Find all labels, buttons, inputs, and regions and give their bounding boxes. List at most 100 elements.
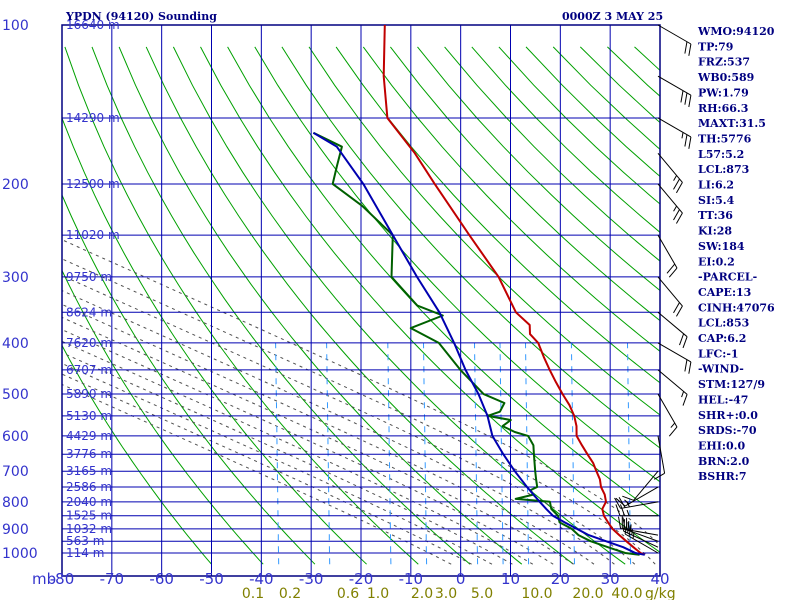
stability-index-line: SI:5.4 bbox=[698, 194, 735, 207]
height-label: 114 m bbox=[66, 546, 104, 560]
wind-barb-flag bbox=[673, 209, 680, 221]
wind-barb-flag bbox=[615, 497, 626, 507]
wind-barb-flag bbox=[684, 134, 688, 147]
temperature-profile bbox=[382, 25, 646, 556]
mixing-ratio-line bbox=[423, 342, 428, 565]
height-label: 1032 m bbox=[66, 522, 112, 536]
wind-barb-flag bbox=[673, 175, 677, 181]
wind-barb-flag bbox=[622, 517, 626, 530]
height-label: 3165 m bbox=[66, 464, 112, 478]
stability-index-line: SRDS:-70 bbox=[698, 424, 757, 437]
wind-barb-shaft bbox=[657, 342, 692, 363]
temperature-tick-label: -50 bbox=[199, 570, 224, 588]
moist-adiabat-line bbox=[62, 290, 615, 565]
wind-barb-flag bbox=[619, 504, 626, 516]
mixing-ratio-tick-label: 0.6 bbox=[337, 586, 359, 600]
pressure-tick-label: 900 bbox=[2, 522, 29, 538]
wind-barb-flag bbox=[618, 516, 622, 529]
pressure-tick-label: 800 bbox=[2, 495, 29, 511]
moist-adiabat-line bbox=[62, 362, 493, 565]
wind-barb-shaft bbox=[620, 528, 659, 536]
wind-barb-flag bbox=[682, 336, 688, 349]
stability-indices: WMO:94120 TP:79 FRZ:537 WB0:589 PW:1.79 RH:66… bbox=[697, 25, 775, 483]
moist-adiabat-line bbox=[62, 316, 574, 565]
wind-barb-flag bbox=[675, 182, 683, 194]
height-label: 563 m bbox=[66, 534, 104, 548]
wind-barb bbox=[618, 516, 659, 536]
mixing-ratio-line bbox=[326, 342, 331, 565]
wind-barb-shaft bbox=[657, 75, 692, 96]
mixing-ratio-tick-label: 20.0 bbox=[572, 586, 603, 600]
stability-index-line: TH:5776 bbox=[698, 132, 752, 145]
wind-barb-flag bbox=[670, 422, 676, 428]
dry-adiabat-line bbox=[62, 193, 316, 565]
stability-index-line: CAP:6.2 bbox=[698, 332, 746, 345]
wind-barb-shaft bbox=[657, 24, 692, 45]
stability-index-line: LCL:853 bbox=[698, 317, 749, 330]
pressure-unit-label: mb bbox=[32, 570, 56, 588]
temperature-tick-label: 30 bbox=[601, 570, 620, 588]
moist-adiabat-line bbox=[62, 340, 534, 565]
stability-index-line: LCL:873 bbox=[698, 163, 749, 176]
wind-barb-flag bbox=[680, 90, 684, 103]
temperature-tick-label: -80 bbox=[50, 570, 75, 588]
wind-barb-shaft bbox=[657, 276, 683, 307]
wind-barb-shaft bbox=[657, 153, 683, 183]
dry-adiabat-line bbox=[335, 46, 660, 384]
wind-barb-shaft bbox=[624, 533, 659, 554]
dry-adiabat-line bbox=[281, 46, 660, 449]
dry-adiabat-line bbox=[362, 46, 660, 352]
profile-lines bbox=[312, 25, 646, 556]
height-label: 2040 m bbox=[66, 495, 112, 509]
temperature-tick-label: -60 bbox=[149, 570, 174, 588]
dry-adiabat-line bbox=[172, 46, 626, 565]
mixing-ratio-line bbox=[499, 342, 504, 565]
wind-barb-flag bbox=[688, 95, 692, 108]
chart-time: 0000Z 3 MAY 25 bbox=[562, 10, 663, 23]
wind-barb-flag bbox=[682, 394, 688, 406]
height-label: 5890 m bbox=[66, 387, 112, 401]
pressure-tick-label: 500 bbox=[2, 387, 29, 403]
stability-index-line: LI:6.2 bbox=[698, 179, 734, 192]
height-label: 2586 m bbox=[66, 480, 112, 494]
height-label: 14290 m bbox=[66, 111, 120, 125]
wind-barb-shaft bbox=[657, 435, 666, 474]
height-label: 1525 m bbox=[66, 509, 112, 523]
wind-barb-shaft bbox=[623, 530, 659, 548]
height-label: 3776 m bbox=[66, 447, 112, 461]
height-label: 9750 m bbox=[66, 270, 112, 284]
wind-barb-flag bbox=[679, 333, 685, 346]
mixing-ratio-line bbox=[275, 342, 280, 565]
stability-index-line: -WIND- bbox=[698, 363, 744, 376]
wind-barb-flag bbox=[624, 499, 630, 505]
wind-barb bbox=[657, 342, 692, 374]
stability-index-line: EI:0.2 bbox=[698, 255, 735, 268]
wind-barb-flag bbox=[618, 496, 626, 508]
wind-barb bbox=[657, 153, 683, 194]
wind-barb-flag bbox=[622, 495, 634, 501]
wind-barb-flag bbox=[675, 305, 683, 317]
wind-barb-flag bbox=[627, 521, 630, 534]
pressure-tick-label: 700 bbox=[2, 464, 29, 480]
moist-adiabat-line bbox=[62, 383, 452, 565]
dewpoint-profile bbox=[312, 131, 640, 556]
parcel-profile bbox=[312, 131, 645, 556]
wind-barb-shaft bbox=[657, 369, 688, 395]
pressure-tick-label: 100 bbox=[2, 18, 29, 34]
wind-barb-shaft bbox=[657, 311, 688, 338]
wind-barb-flag bbox=[673, 178, 680, 190]
wind-barb-flag bbox=[673, 302, 680, 314]
temperature-tick-label: -40 bbox=[249, 570, 274, 588]
temperature-tick-label: 40 bbox=[650, 570, 669, 588]
wind-barb bbox=[653, 435, 666, 480]
stability-index-line: RH:66.3 bbox=[698, 102, 748, 115]
wind-barb-flag bbox=[615, 504, 621, 516]
wind-barb bbox=[657, 369, 688, 406]
mixing-ratio-tick-label: 0.1 bbox=[242, 586, 264, 600]
mixing-ratio-tick-label: 10.0 bbox=[521, 586, 552, 600]
mixing-ratio-tick-label: 5.0 bbox=[471, 586, 493, 600]
temperature-tick-label: 10 bbox=[501, 570, 520, 588]
mixing-ratio-unit-label: g/kg bbox=[645, 586, 676, 600]
wind-barbs bbox=[614, 24, 692, 554]
stability-index-line: -PARCEL- bbox=[698, 271, 757, 284]
